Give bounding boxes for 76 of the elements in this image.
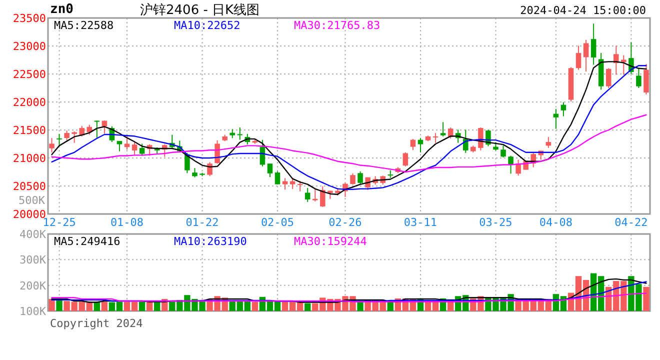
candlestick: [290, 178, 296, 190]
candlestick: [207, 162, 212, 177]
candlestick: [553, 108, 559, 130]
candlestick: [64, 130, 70, 141]
candlestick: [49, 138, 54, 153]
candlestick: [621, 54, 626, 76]
text: MA30:21765.83: [294, 19, 380, 32]
candlestick: [432, 132, 438, 144]
candlestick: [636, 68, 642, 88]
y-tick-label: 200K: [20, 279, 46, 292]
candlestick: [184, 152, 190, 174]
y-tick-label: 22500: [12, 68, 46, 81]
x-tick-label: 01-22: [186, 216, 219, 229]
candlestick: [410, 138, 416, 151]
x-tick-label: 02-26: [328, 216, 362, 229]
text: Copyright 2024: [50, 317, 144, 330]
candlestick: [478, 126, 484, 151]
candlestick: [56, 133, 62, 146]
y-tick-label: 23000: [12, 40, 46, 53]
candlestick: [402, 152, 408, 167]
candlestick: [440, 122, 446, 137]
x-tick-label: 01-08: [110, 216, 144, 229]
candlestick: [418, 138, 424, 153]
candlestick: [274, 170, 280, 185]
y-tick-label: 22000: [12, 96, 46, 109]
candlestick: [192, 168, 198, 178]
chart-title: 沪锌2406 - 日K线图: [140, 2, 260, 18]
candlestick: [644, 63, 649, 95]
candlestick: [590, 23, 596, 66]
text: MA5:22588: [54, 19, 114, 32]
candlestick: [116, 140, 122, 152]
candlestick: [350, 172, 356, 186]
x-tick-label: 02-05: [260, 216, 294, 229]
candlestick: [124, 135, 130, 150]
y-tick-label: 21000: [12, 152, 46, 165]
candlestick: [560, 102, 566, 117]
candlestick: [546, 136, 552, 148]
candlestick: [139, 143, 145, 156]
candlestick: [79, 125, 84, 137]
text: MA5:249416: [54, 235, 120, 248]
y-tick-label: 100K: [20, 305, 46, 318]
candlestick: [576, 45, 582, 70]
y-tick-label: 300K: [20, 254, 46, 267]
text: MA30:159244: [294, 235, 368, 248]
x-tick-label: 03-11: [404, 216, 438, 229]
candlestick: [102, 120, 108, 134]
y-tick-label: 21500: [12, 124, 46, 137]
candlestick: [304, 187, 310, 202]
y-tick-label: 23500: [12, 12, 46, 25]
candlestick: [312, 188, 318, 202]
candlestick: [516, 159, 521, 176]
text: 500K: [18, 194, 46, 207]
candlestick: [463, 129, 468, 154]
y-tick-label: 20500: [12, 180, 46, 193]
candlestick: [606, 68, 612, 88]
candlestick: [508, 155, 514, 174]
text: 2024-04-24 15:00:00: [520, 4, 646, 17]
x-tick-label: 04-22: [614, 216, 648, 229]
candlestick: [583, 39, 589, 72]
text: MA10:22652: [174, 19, 240, 32]
text: MA10:263190: [174, 235, 247, 248]
text: zn0: [50, 2, 74, 17]
line-series: [51, 114, 647, 173]
candlestick: [297, 180, 303, 192]
candlestick: [282, 178, 288, 190]
y-tick-label: 400K: [20, 228, 46, 241]
candlestick: [267, 163, 273, 178]
x-tick-label: 04-08: [539, 216, 572, 229]
candlestick: [94, 120, 100, 138]
candlestick: [358, 170, 363, 184]
candlestick: [72, 130, 77, 144]
x-tick-label: 03-25: [479, 216, 512, 229]
candlestick: [132, 142, 138, 156]
candlestick: [500, 145, 506, 158]
candlestick: [320, 186, 326, 208]
candlestick: [237, 126, 243, 140]
